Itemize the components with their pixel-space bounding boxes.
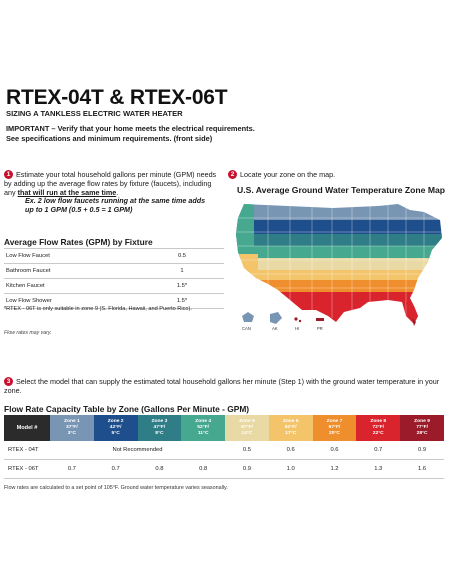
fixture-note: *RTEX - 06T is only suitable in zone 9 (…	[4, 306, 192, 312]
inset-label-hi: HI	[295, 326, 299, 331]
step-2-number: 2	[228, 170, 237, 179]
model-name: RTEX - 06T	[4, 459, 50, 479]
example-line-1: Ex. 2 low flow faucets running at the sa…	[25, 196, 206, 205]
hawaii-inset	[294, 317, 298, 321]
rate-cell: 0.7	[50, 459, 94, 479]
zone-6-band	[236, 270, 442, 282]
canada-inset	[242, 312, 254, 322]
zone-2-band	[236, 220, 442, 236]
fixture-name: Low Flow Shower	[4, 293, 140, 309]
zone-map: CAN AK HI PR	[236, 204, 442, 331]
zone-6-header: Zone 6 62°F/17°C	[268, 415, 313, 441]
table-row: RTEX - 04T Not Recommended 0.5 0.6 0.6 0…	[4, 441, 444, 460]
fixture-value: 1	[140, 263, 224, 279]
table-row: Low Flow Faucet 0.5	[4, 248, 224, 264]
step-1-text-a: Estimate your total household gallons pe…	[4, 170, 217, 198]
zone-1-header: Zone 1 37°F/3°C	[50, 415, 94, 441]
step-1-number: 1	[4, 170, 13, 179]
zone-3-header: Zone 3 47°F/8°C	[137, 415, 182, 441]
rate-table: Model # Zone 1 37°F/3°C Zone 2 42°F/5°C Zo…	[4, 415, 444, 479]
step-3-number: 3	[4, 377, 13, 386]
table-row: RTEX - 06T 0.7 0.7 0.8 0.8 0.9 1.0 1.2 1…	[4, 459, 444, 479]
hawaii-inset	[298, 319, 302, 323]
fixture-name: Low Flow Faucet	[4, 248, 140, 264]
rate-cell: 0.7	[93, 459, 138, 479]
zone-7-header: Zone 7 67°F/20°C	[312, 415, 357, 441]
fixture-value: 0.5	[140, 248, 224, 264]
rate-cell: 0.7	[356, 441, 401, 460]
step-1-text-c: .	[116, 188, 119, 198]
table-row: Low Flow Shower 1.5*	[4, 293, 224, 309]
rate-cell: 0.6	[312, 441, 357, 460]
south-florida-shape	[412, 318, 416, 326]
step-1-example: Ex. 2 low flow faucets running at the sa…	[25, 196, 225, 214]
zone-4-band	[236, 246, 442, 260]
step-2-text: Locate your zone on the map.	[240, 170, 336, 179]
zone-5-band	[236, 258, 442, 272]
step-3-instructions: 3 Select the model that can supply the es…	[4, 377, 448, 395]
important-line-1: IMPORTANT – Verify that your home meets …	[6, 124, 255, 133]
inset-label-can: CAN	[242, 326, 251, 331]
us-zone-bands	[236, 204, 442, 324]
zone-8-header: Zone 8 72°F/22°C	[356, 415, 401, 441]
model-column-header: Model #	[4, 415, 50, 441]
important-line-2: See specifications and minimum requireme…	[6, 133, 213, 143]
table-row: Bathroom Faucet 1	[4, 263, 224, 279]
state-lines	[236, 204, 442, 318]
rate-table-footnote: Flow rates are calculated to a set point…	[4, 485, 228, 491]
rate-cell: 1.2	[312, 459, 357, 479]
step-1-text-b: that will run at the same time	[17, 188, 117, 198]
zone-5-header: Zone 5 57°F/14°C	[225, 415, 269, 441]
step-3-text: Select the model that can supply the est…	[4, 377, 440, 395]
map-title: U.S. Average Ground Water Temperature Zo…	[237, 185, 446, 195]
fixture-value: 1.5*	[140, 293, 224, 309]
rate-cell: 1.0	[268, 459, 313, 479]
fixture-table: Low Flow Faucet 0.5 Bathroom Faucet 1 Ki…	[4, 248, 224, 309]
zone-8-band	[236, 292, 442, 324]
step-1-instructions: 1 Estimate your total household gallons p…	[4, 170, 222, 198]
rate-cell: 0.9	[400, 441, 444, 460]
inset-label-ak: AK	[272, 326, 278, 331]
important-notice: IMPORTANT – Verify that your home meets …	[6, 124, 446, 143]
fixture-value: 1.5*	[140, 278, 224, 294]
zone-3-band	[236, 234, 442, 248]
rate-cell: 0.9	[225, 459, 269, 479]
rate-table-header-row: Model # Zone 1 37°F/3°C Zone 2 42°F/5°C Zo…	[4, 415, 444, 441]
zone-7-band	[236, 280, 442, 294]
zone-2-header: Zone 2 42°F/5°C	[93, 415, 138, 441]
fixture-name: Bathroom Faucet	[4, 263, 140, 279]
pacific-coast-band	[236, 204, 254, 258]
rate-cell: 0.8	[181, 459, 226, 479]
puerto-rico-inset	[316, 318, 324, 321]
rate-cell: 0.6	[268, 441, 313, 460]
rate-cell: 1.6	[400, 459, 444, 479]
page-subtitle: SIZING A TANKLESS ELECTRIC WATER HEATER	[6, 109, 183, 118]
rate-table-title: Flow Rate Capacity Table by Zone (Gallon…	[4, 404, 250, 414]
zone-1-band	[236, 204, 442, 222]
model-name: RTEX - 04T	[4, 441, 50, 460]
example-line-2: up to 1 GPM (0.5 + 0.5 = 1 GPM)	[25, 205, 133, 215]
zone-4-header: Zone 4 52°F/11°C	[181, 415, 226, 441]
rate-cell: 0.8	[137, 459, 182, 479]
rate-cell: 0.5	[225, 441, 269, 460]
alaska-inset	[270, 312, 282, 324]
step-2-instructions: 2 Locate your zone on the map.	[228, 170, 335, 179]
fixture-footnote: Flow rates may vary.	[4, 330, 52, 336]
zone-9-header: Zone 9 77°F/28°C	[400, 415, 444, 441]
fixture-name: Kitchen Faucet	[4, 278, 140, 294]
not-recommended-cell: Not Recommended	[50, 441, 226, 460]
rate-cell: 1.3	[356, 459, 401, 479]
inset-label-pr: PR	[317, 326, 323, 331]
map-insets: CAN AK HI PR	[242, 312, 324, 331]
table-row: Kitchen Faucet 1.5*	[4, 278, 224, 294]
page-title: RTEX-04T & RTEX-06T	[6, 86, 228, 109]
fixture-table-title: Average Flow Rates (GPM) by Fixture	[4, 237, 153, 247]
florida-shape	[406, 302, 418, 324]
